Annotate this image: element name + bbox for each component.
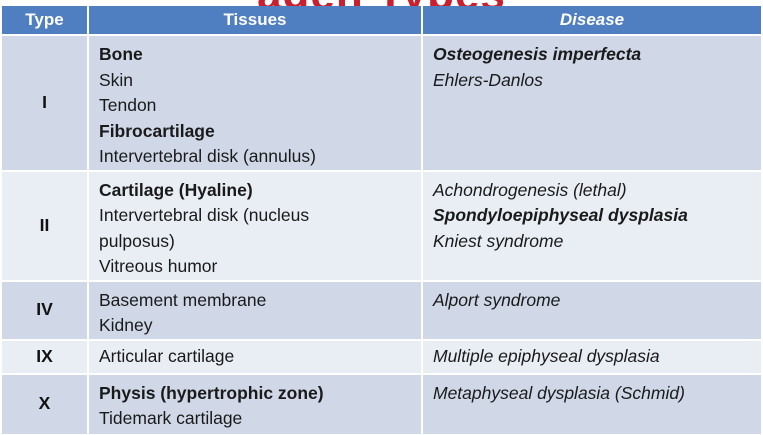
- tissues-cell: Physis (hypertrophic zone) Tidemark cart…: [88, 372, 423, 434]
- tissue-item: Vitreous humor: [99, 256, 218, 276]
- disease-item: Osteogenesis imperfecta: [433, 44, 642, 64]
- disease-item: Kniest syndrome: [433, 230, 564, 251]
- tissue-item: Bone: [99, 44, 143, 64]
- tissue-item: Articular cartilage: [99, 345, 235, 366]
- type-cell: II: [2, 169, 89, 281]
- type-cell: IX: [2, 338, 89, 374]
- slide-title: agen Types: [0, 0, 763, 8]
- tissue-item: Tidemark cartilage: [99, 408, 243, 428]
- tissue-item: Fibrocartilage: [99, 120, 215, 141]
- tissue-item: Basement membrane: [99, 289, 267, 310]
- tissue-item: Physis (hypertrophic zone): [99, 382, 324, 403]
- disease-cell: Multiple epiphyseal dysplasia: [422, 338, 761, 374]
- tissues-cell: Bone Skin Tendon Fibrocartilage Interver…: [88, 34, 423, 171]
- disease-item: Achondrogenesis (lethal): [433, 179, 627, 200]
- slide-title-strip: agen Types: [0, 0, 763, 8]
- tissues-cell: Cartilage (Hyaline) Intervertebral disk …: [88, 169, 423, 281]
- type-cell: X: [2, 372, 89, 434]
- disease-item: Multiple epiphyseal dysplasia: [433, 345, 660, 366]
- tissue-item: Intervertebral disk (annulus): [99, 146, 316, 166]
- tissue-item: Kidney: [99, 315, 153, 335]
- header-row: Type Tissues Disease: [2, 6, 761, 35]
- table-row-type-iv: IV Basement membrane Kidney Alport syndr…: [2, 279, 761, 340]
- header-type: Type: [2, 6, 89, 35]
- table-row-type-x: X Physis (hypertrophic zone) Tidemark ca…: [2, 372, 761, 434]
- tissue-item: pulposus): [99, 230, 175, 251]
- disease-item: Ehlers-Danlos: [433, 69, 543, 90]
- collagen-types-table: Type Tissues Disease I Bone Skin Tendon …: [2, 6, 761, 434]
- type-cell: IV: [2, 279, 89, 340]
- disease-item: Alport syndrome: [433, 289, 561, 310]
- tissue-item: Tendon: [99, 95, 157, 115]
- disease-cell: Metaphyseal dysplasia (Schmid): [422, 372, 761, 434]
- header-disease: Disease: [422, 6, 761, 35]
- tissues-cell: Basement membrane Kidney: [88, 279, 423, 340]
- type-cell: I: [2, 34, 89, 171]
- disease-cell: Osteogenesis imperfecta Ehlers-Danlos: [422, 34, 761, 171]
- table-row-type-i: I Bone Skin Tendon Fibrocartilage Interv…: [2, 34, 761, 171]
- tissue-item: Intervertebral disk (nucleus: [99, 205, 310, 225]
- header-tissues: Tissues: [88, 6, 423, 35]
- tissues-cell: Articular cartilage: [88, 338, 423, 374]
- table-row-type-ix: IX Articular cartilage Multiple epiphyse…: [2, 338, 761, 374]
- disease-cell: Alport syndrome: [422, 279, 761, 340]
- tissue-item: Skin: [99, 69, 134, 90]
- disease-item: Metaphyseal dysplasia (Schmid): [433, 382, 685, 403]
- disease-cell: Achondrogenesis (lethal) Spondyloepiphys…: [422, 169, 761, 281]
- tissue-item: Cartilage (Hyaline): [99, 179, 253, 200]
- disease-item: Spondyloepiphyseal dysplasia: [433, 205, 688, 225]
- table-row-type-ii: II Cartilage (Hyaline) Intervertebral di…: [2, 169, 761, 281]
